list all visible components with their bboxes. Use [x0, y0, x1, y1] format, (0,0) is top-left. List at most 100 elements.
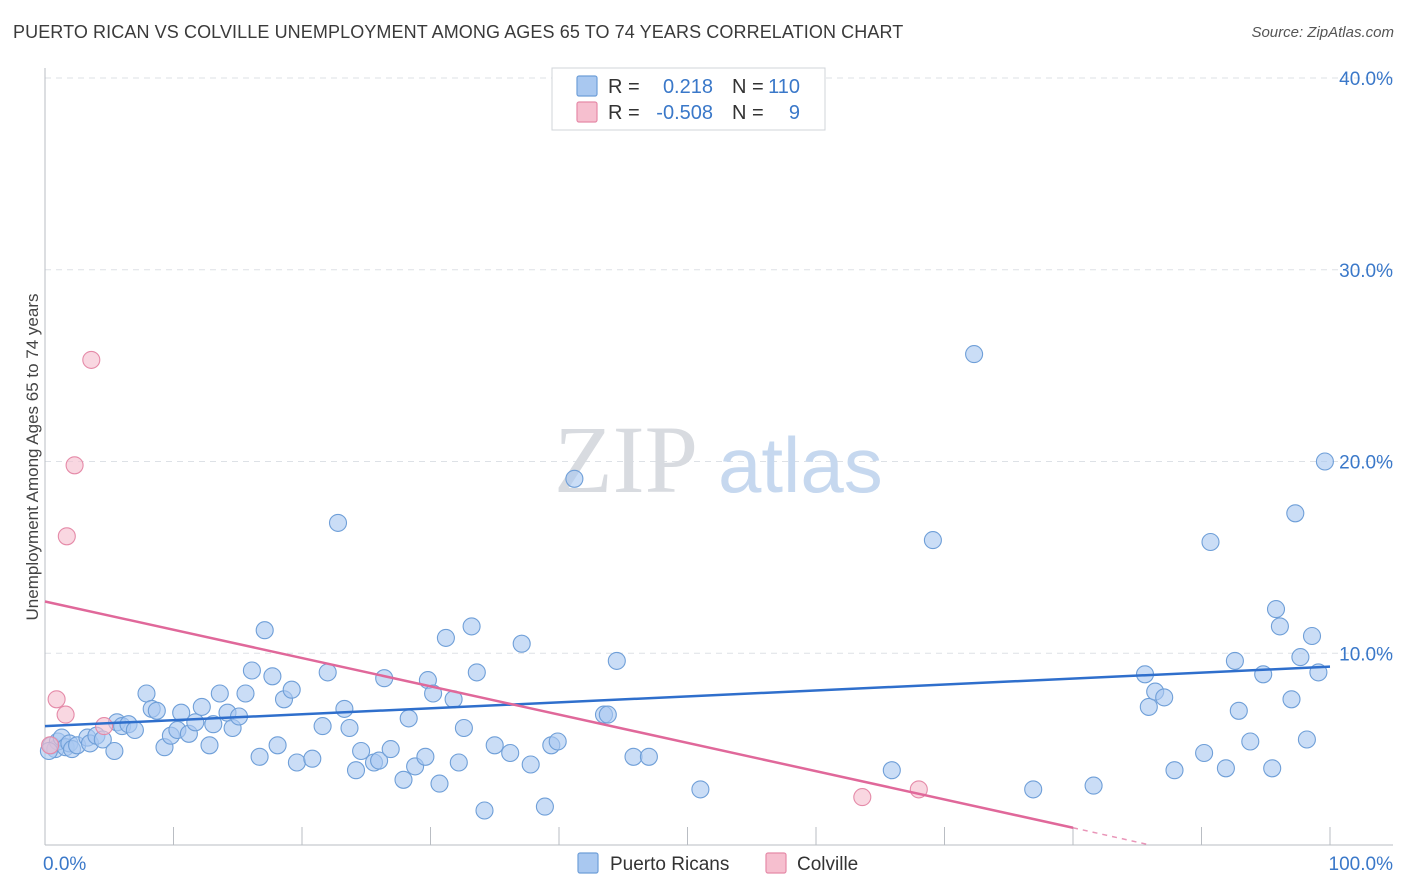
legend-n-label: N =: [732, 76, 764, 98]
puerto-ricans-point: [200, 736, 219, 755]
puerto-ricans-point: [236, 684, 255, 703]
puerto-ricans-point: [186, 713, 205, 732]
y-tick-label: 20.0%: [1339, 453, 1393, 474]
colville-trend-line: [44, 600, 1074, 829]
puerto-ricans-point: [1297, 730, 1316, 749]
puerto-ricans-point: [1282, 690, 1301, 709]
x-tick-label: 0.0%: [43, 854, 86, 875]
puerto-ricans-point: [1263, 759, 1282, 778]
colville-point: [853, 788, 872, 807]
puerto-ricans-point: [1139, 697, 1158, 716]
puerto-ricans-point: [399, 709, 418, 728]
puerto-ricans-point: [624, 747, 643, 766]
puerto-ricans-point: [1024, 780, 1043, 799]
legend-swatch-puerto-ricans: [576, 75, 598, 97]
colville-point: [95, 717, 114, 736]
y-axis-title: Unemployment Among Ages 65 to 74 years: [23, 294, 42, 621]
puerto-ricans-point: [1315, 452, 1334, 471]
puerto-ricans-point: [454, 718, 473, 738]
puerto-ricans-point: [172, 703, 191, 722]
puerto-ricans-point: [303, 749, 322, 768]
puerto-ricans-point: [1084, 776, 1103, 795]
puerto-ricans-point: [882, 761, 901, 780]
puerto-ricans-point: [430, 774, 449, 793]
puerto-ricans-point: [436, 628, 455, 647]
puerto-ricans-point: [639, 747, 658, 766]
puerto-ricans-point: [352, 741, 371, 761]
puerto-ricans-point: [250, 747, 269, 766]
source-label: Source: ZipAtlas.com: [1251, 24, 1394, 41]
puerto-ricans-point: [965, 345, 984, 364]
puerto-ricans-point: [1195, 743, 1214, 763]
top-legend: R = 0.218 N = 110 R = -0.508 N = 9: [551, 67, 826, 131]
page-title: PUERTO RICAN VS COLVILLE UNEMPLOYMENT AM…: [13, 22, 904, 42]
x-tick-label: 100.0%: [1329, 854, 1394, 875]
legend-n-value: 110: [768, 76, 800, 98]
watermark: ZIP atlas: [554, 406, 883, 513]
legend-r-label: R =: [608, 76, 640, 98]
puerto-ricans-point: [548, 732, 567, 751]
puerto-ricans-point: [204, 715, 223, 734]
bottom-legend-swatch-puerto-ricans: [577, 852, 599, 874]
puerto-ricans-point: [313, 717, 332, 736]
colville-trend-extension: [1072, 827, 1151, 846]
trend-layer: [44, 600, 1331, 846]
puerto-ricans-point: [147, 701, 166, 720]
puerto-ricans-point: [1165, 761, 1184, 780]
puerto-ricans-point: [1286, 504, 1305, 523]
y-tick-label: 40.0%: [1339, 69, 1393, 90]
puerto-ricans-point: [335, 699, 354, 718]
colville-point: [65, 456, 84, 475]
colville-point: [47, 690, 66, 709]
puerto-ricans-trend-line: [44, 665, 1331, 728]
legend-r-value: 0.218: [663, 76, 713, 98]
legend-r-value: -0.508: [656, 102, 713, 124]
puerto-ricans-point: [242, 661, 261, 680]
watermark-zip: ZIP: [554, 406, 698, 513]
puerto-ricans-point: [105, 741, 124, 761]
puerto-ricans-point: [394, 770, 413, 789]
puerto-ricans-point: [923, 531, 942, 550]
puerto-ricans-point: [416, 747, 435, 766]
puerto-ricans-point: [370, 751, 389, 770]
puerto-ricans-point: [318, 663, 337, 682]
puerto-ricans-point: [192, 697, 211, 716]
legend-r-label: R =: [608, 102, 640, 124]
puerto-ricans-point: [287, 753, 306, 772]
puerto-ricans-point: [535, 797, 554, 816]
colville-point: [56, 705, 75, 724]
puerto-ricans-point: [521, 755, 540, 774]
puerto-ricans-point: [424, 684, 443, 703]
puerto-ricans-point: [1241, 732, 1260, 751]
axes-layer: 0.0% 100.0%: [43, 68, 1393, 875]
puerto-ricans-point: [268, 736, 287, 755]
colville-point: [82, 350, 101, 369]
puerto-ricans-point: [598, 705, 617, 724]
puerto-ricans-point: [691, 780, 710, 799]
puerto-ricans-point: [607, 651, 626, 670]
grid-layer: 10.0% 20.0% 30.0% 40.0%: [45, 69, 1393, 665]
puerto-ricans-point: [565, 469, 584, 488]
puerto-ricans-point: [449, 753, 468, 772]
puerto-ricans-point: [467, 663, 486, 682]
puerto-ricans-point: [1270, 617, 1289, 636]
legend-swatch-colville: [576, 101, 598, 123]
puerto-ricans-point: [1216, 759, 1235, 778]
legend-n-value: 9: [789, 102, 800, 124]
puerto-ricans-point: [210, 684, 229, 703]
puerto-ricans-point: [512, 634, 531, 653]
puerto-ricans-point: [1229, 701, 1248, 720]
bottom-legend: Puerto Ricans Colville: [577, 852, 858, 875]
puerto-ricans-point: [125, 720, 144, 740]
puerto-ricans-point: [475, 801, 494, 820]
puerto-ricans-point: [1225, 651, 1244, 670]
puerto-ricans-point: [1155, 688, 1174, 707]
bottom-legend-label-puerto-ricans: Puerto Ricans: [610, 854, 729, 875]
bottom-legend-swatch-colville: [765, 852, 787, 874]
y-tick-label: 10.0%: [1339, 644, 1393, 665]
puerto-ricans-point: [1302, 626, 1322, 646]
watermark-atlas: atlas: [718, 421, 883, 509]
puerto-ricans-point: [255, 621, 274, 640]
puerto-ricans-point: [485, 736, 504, 755]
